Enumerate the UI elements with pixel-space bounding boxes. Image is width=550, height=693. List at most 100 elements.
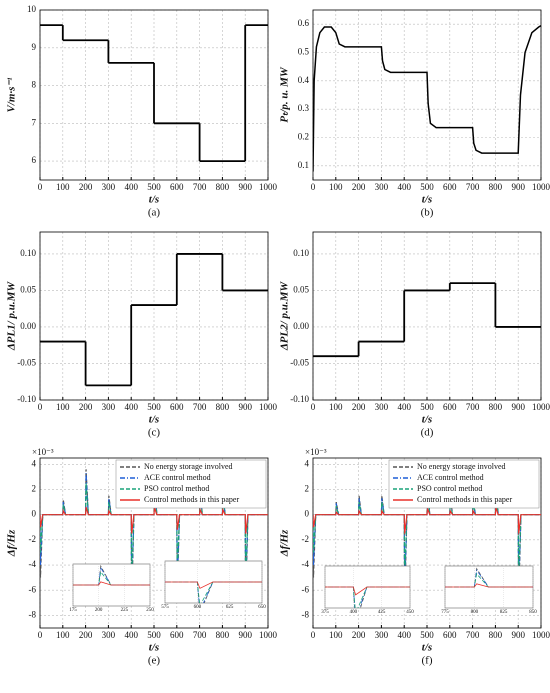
x-tick-label: 200 xyxy=(79,182,93,192)
legend-label: ACE control method xyxy=(417,473,484,482)
legend: No energy storage involved ACE control me… xyxy=(115,459,267,509)
x-tick-label: 1000 xyxy=(259,402,278,412)
y-tick-label: -0.10 xyxy=(290,394,309,404)
y-tick-label: 0.00 xyxy=(293,321,309,331)
y-axis-label: Pₜ/p. u. MW xyxy=(279,66,291,122)
inset-tick-label: 225 xyxy=(121,608,129,613)
inset-tick-label: 800 xyxy=(471,610,479,615)
inset-tick-label: 425 xyxy=(378,610,386,615)
panel: 0 100 200 300 400 500 600 700 800 900 1000 -8 -6 -4 -2… xyxy=(279,447,550,667)
x-tick-label: 900 xyxy=(238,402,252,412)
inset-tick-label: 200 xyxy=(95,608,103,613)
x-tick-label: 200 xyxy=(352,402,366,412)
y-tick-label: 7 xyxy=(32,117,37,127)
line xyxy=(313,24,541,172)
x-tick-label: 300 xyxy=(102,182,116,192)
caption: (f) xyxy=(422,655,433,667)
x-tick-label: 800 xyxy=(216,182,230,192)
y-tick-label: 8 xyxy=(32,80,37,90)
y-axis-label: ΔPL1/ p.u.MW xyxy=(6,281,18,352)
plot-frame xyxy=(39,457,269,629)
x-tick-label: 700 xyxy=(466,630,480,640)
y-tick-label: 0.1 xyxy=(298,160,309,170)
x-tick-label: 1000 xyxy=(259,630,278,640)
x-tick-label: 700 xyxy=(193,402,207,412)
y-tick-label: -0.10 xyxy=(17,394,36,404)
inset-tick-label: 850 xyxy=(529,610,537,615)
inset-tick-label: 625 xyxy=(226,605,234,610)
inset-tick-label: 825 xyxy=(500,610,508,615)
legend-label: No energy storage involved xyxy=(417,462,506,471)
x-axis-label: t/s xyxy=(149,194,159,206)
y-tick-label: 0.4 xyxy=(298,75,310,85)
inset-series-line xyxy=(445,583,533,588)
x-tick-label: 100 xyxy=(329,630,343,640)
inset-tick-label: 650 xyxy=(258,605,266,610)
inset-series-line xyxy=(445,573,533,588)
y-tick-label: -0.05 xyxy=(17,358,36,368)
x-tick-label: 400 xyxy=(124,402,138,412)
caption: (d) xyxy=(421,427,434,439)
y-multiplier: ×10⁻³ xyxy=(32,447,54,457)
x-axis-label: t/s xyxy=(422,194,432,206)
y-tick-label: -4 xyxy=(302,559,310,569)
inset-tick-label: 775 xyxy=(441,610,449,615)
x-tick-label: 300 xyxy=(375,182,389,192)
x-tick-label: 0 xyxy=(38,402,43,412)
y-tick-label: 4 xyxy=(305,458,310,468)
x-tick-label: 400 xyxy=(397,630,411,640)
x-tick-label: 900 xyxy=(511,630,525,640)
y-tick-label: 6 xyxy=(32,155,37,165)
y-axis-label: ΔPL2/ p.u.MW xyxy=(279,281,291,352)
y-tick-label: -6 xyxy=(29,584,37,594)
legend-label: No energy storage involved xyxy=(144,462,233,471)
inset-tick-label: 375 xyxy=(321,610,329,615)
x-tick-label: 300 xyxy=(375,630,389,640)
x-tick-label: 600 xyxy=(443,402,457,412)
plot-frame xyxy=(39,231,269,401)
y-tick-label: 0.2 xyxy=(298,132,309,142)
legend-label: Control methods in this paper xyxy=(417,495,512,504)
plot-frame xyxy=(39,9,269,181)
x-tick-label: 600 xyxy=(170,402,184,412)
series-line xyxy=(40,506,268,534)
y-tick-label: 9 xyxy=(32,42,37,52)
y-axis-label: Δf/Hz xyxy=(279,529,291,557)
x-tick-label: 200 xyxy=(79,402,93,412)
y-tick-label: 0.3 xyxy=(298,103,310,113)
y-tick-label: 0.5 xyxy=(298,47,310,57)
panel: 0 100 200 300 400 500 600 700 800 900 1000 -8 -6 -4 -2… xyxy=(6,447,278,667)
x-tick-label: 100 xyxy=(329,402,343,412)
legend-label: ACE control method xyxy=(144,473,211,482)
inset: 375 400 425 450 xyxy=(321,565,414,615)
legend-box xyxy=(115,459,267,509)
y-tick-label: 0.10 xyxy=(293,248,309,258)
x-tick-label: 800 xyxy=(216,630,230,640)
series-line xyxy=(313,506,541,534)
x-tick-label: 800 xyxy=(216,402,230,412)
y-tick-label: -4 xyxy=(29,559,37,569)
y-tick-label: 2 xyxy=(305,484,310,494)
x-axis-label: t/s xyxy=(422,642,432,654)
inset-tick-label: 600 xyxy=(194,605,202,610)
x-tick-label: 500 xyxy=(147,182,161,192)
legend-box xyxy=(388,459,540,509)
inset: 175 200 225 250 xyxy=(69,563,154,613)
x-tick-label: 200 xyxy=(352,182,366,192)
x-tick-label: 100 xyxy=(56,630,70,640)
x-axis-label: t/s xyxy=(422,414,432,426)
y-tick-label: 0.10 xyxy=(20,248,36,258)
x-tick-label: 900 xyxy=(511,402,525,412)
inset: 575 600 625 650 xyxy=(161,560,266,610)
x-tick-label: 700 xyxy=(466,402,480,412)
plot-frame xyxy=(312,457,542,629)
caption: (e) xyxy=(148,655,161,667)
x-tick-label: 1000 xyxy=(532,402,550,412)
y-tick-label: -8 xyxy=(29,609,37,619)
y-tick-label: -2 xyxy=(29,534,37,544)
inset-tick-label: 450 xyxy=(406,610,414,615)
x-tick-label: 0 xyxy=(311,630,316,640)
x-tick-label: 700 xyxy=(193,182,207,192)
x-tick-label: 900 xyxy=(238,630,252,640)
